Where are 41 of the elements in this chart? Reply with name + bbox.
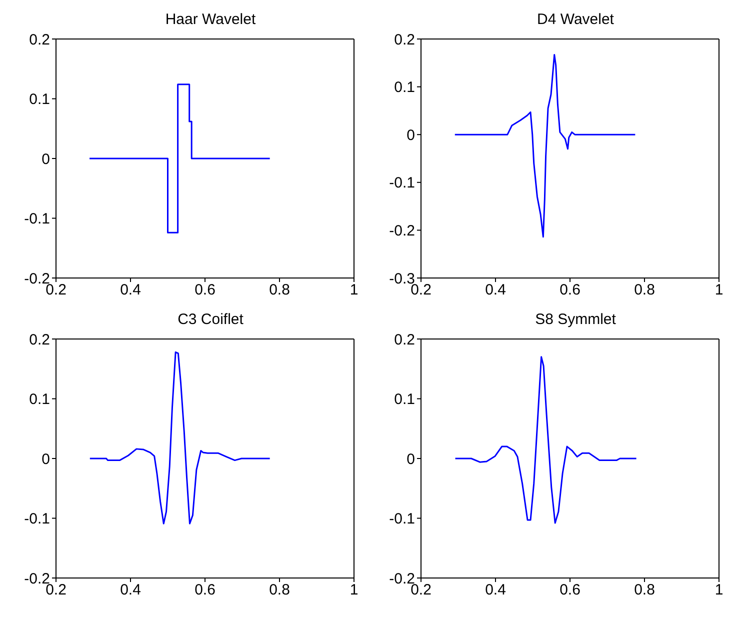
line-series	[454, 54, 636, 238]
y-tick-label: 0.2	[394, 331, 415, 348]
x-tick-label: 0.8	[269, 582, 290, 599]
x-tick-label: 0.6	[560, 282, 580, 299]
line-series	[454, 356, 638, 524]
x-tick-label: 0.4	[485, 282, 506, 299]
x-tick-label: 0.4	[120, 582, 141, 599]
chart-title: C3 Coiflet	[176, 310, 244, 330]
y-tick-label: 0	[42, 150, 50, 168]
y-tick-label: -0.2	[389, 222, 415, 240]
y-tick-label: 0	[406, 126, 415, 144]
y-tick-label: 0	[42, 450, 50, 468]
x-tick-label: 0.8	[634, 582, 655, 599]
y-tick-label: 0.1	[394, 391, 415, 408]
line-series	[88, 84, 271, 234]
x-tick-label: 1	[350, 582, 358, 599]
chart-title: D4 Wavelet	[536, 10, 615, 30]
y-tick-label: 0	[406, 450, 415, 468]
line-series	[89, 351, 271, 524]
chart-title: S8 Symmlet	[534, 310, 617, 330]
x-tick-label: 1	[714, 282, 724, 299]
y-tick-label: 0.2	[29, 331, 50, 348]
x-tick-label: 1	[714, 582, 724, 599]
y-tick-label: -0.1	[24, 210, 50, 228]
y-tick-label: 0.1	[394, 79, 415, 96]
x-tick-label: 0.4	[485, 582, 506, 599]
x-tick-label: 0.6	[560, 582, 580, 599]
y-tick-label: -0.1	[24, 510, 50, 528]
chart-title: Haar Wavelet	[164, 10, 257, 30]
x-tick-label: 1	[350, 282, 358, 299]
x-tick-label: 0.8	[269, 282, 290, 299]
x-tick-label: 0.6	[194, 582, 216, 599]
x-tick-label: 0.6	[194, 282, 216, 299]
x-tick-label: 0.4	[120, 282, 141, 299]
y-tick-label: -0.1	[389, 174, 415, 192]
y-tick-label: 0.2	[394, 31, 415, 48]
y-tick-label: 0.1	[29, 391, 50, 408]
y-tick-label: 0.1	[29, 91, 50, 108]
y-tick-label: -0.1	[389, 510, 415, 528]
y-tick-label: 0.2	[29, 31, 50, 48]
x-tick-label: 0.8	[634, 282, 655, 299]
